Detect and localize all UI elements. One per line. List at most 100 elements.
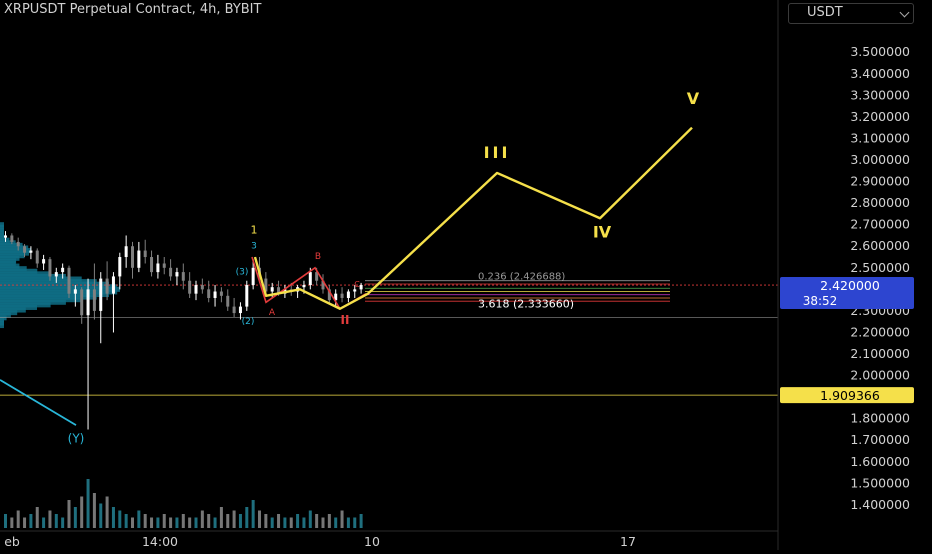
candle-body (226, 295, 230, 307)
price-tick-label: 1.700000 (850, 432, 910, 447)
candle-body (54, 272, 58, 277)
candle-body (4, 235, 7, 238)
time-tick-label: 17 (620, 534, 636, 549)
currency-select-button[interactable]: USDT (788, 3, 914, 24)
volume-bar (213, 517, 217, 528)
candle-body (359, 285, 363, 290)
volume-bar (61, 517, 65, 528)
volume-profile-bar (0, 315, 7, 321)
volume-bar (289, 517, 293, 528)
volume-bar (327, 514, 331, 528)
symbol-title: XRPUSDT Perpetual Contract, 4h, BYBIT (4, 2, 262, 17)
projection-path (253, 126, 693, 310)
price-tick-label: 3.300000 (850, 87, 910, 102)
volume-profile-bar (0, 271, 51, 277)
volume-profile-bar (0, 304, 37, 310)
candle-body (245, 285, 249, 307)
candle-body (270, 287, 274, 292)
volume-bar (270, 517, 274, 528)
volume-bar (245, 507, 249, 528)
price-tick-label: 2.500000 (850, 260, 910, 275)
time-tick-label: 14:00 (142, 534, 178, 549)
volume-profile-bar (0, 237, 10, 243)
wave-label-v: V (687, 89, 700, 108)
candle-body (169, 267, 173, 277)
volume-profile-bar (0, 260, 16, 266)
volume-bar (315, 514, 319, 528)
fib-label-0236: 0.236 (2.426688) (478, 272, 565, 283)
candle-body (353, 289, 357, 292)
volume-profile-bar (0, 279, 97, 285)
fib-label-3618: 3.618 (2.333660) (478, 298, 574, 311)
volume-bar (105, 496, 109, 528)
price-tick-label: 2.800000 (850, 195, 910, 210)
volume-profile-bar (0, 240, 16, 246)
wave-label-b: B (315, 252, 321, 262)
volume-bar (296, 514, 300, 528)
candle-body (181, 272, 185, 281)
volume-bar (23, 517, 27, 528)
volume-profile-bar (0, 292, 109, 298)
volume-bar (264, 514, 268, 528)
candle-body (124, 246, 128, 258)
bar-countdown: 38:52 (803, 294, 838, 308)
candle-body (29, 250, 33, 253)
candle-body (264, 278, 268, 292)
volume-profile-bar (0, 245, 29, 251)
last-price-badge (780, 277, 914, 310)
chevron-down-icon (899, 7, 910, 18)
volume-profile-bar (0, 284, 118, 290)
volume-bar (16, 510, 20, 528)
price-tick-label: 2.600000 (850, 238, 910, 253)
volume-bar (200, 510, 204, 528)
volume-bar (308, 510, 312, 528)
volume-profile-bar (0, 307, 26, 313)
candle-body (73, 289, 77, 294)
wave-y-line (0, 379, 77, 426)
volume-bar (359, 514, 363, 528)
volume-profile-bar (0, 253, 25, 259)
currency-label: USDT (807, 5, 843, 20)
volume-bar (150, 517, 154, 528)
volume-bar (226, 514, 230, 528)
volume-profile-bar (0, 224, 4, 230)
candle-body (219, 291, 223, 296)
price-tick-label: 1.400000 (850, 497, 910, 512)
volume-bar (143, 514, 147, 528)
volume-bar (302, 517, 306, 528)
volume-profile-bar (0, 266, 27, 272)
volume-bar (258, 510, 261, 528)
candle-body (188, 280, 192, 294)
candle-body (200, 285, 204, 290)
volume-bar (131, 517, 134, 528)
candle-body (150, 257, 154, 273)
candle-body (99, 278, 103, 311)
volume-profile-bar (0, 258, 17, 264)
volume-bar (10, 517, 14, 528)
volume-bar (54, 514, 58, 528)
volume-bar (86, 479, 90, 528)
volume-bar (175, 517, 179, 528)
volume-bar (353, 517, 357, 528)
candle-body (238, 306, 242, 314)
volume-bar (188, 517, 192, 528)
volume-bar (219, 507, 223, 528)
volume-bar (29, 514, 33, 528)
candle-body (16, 241, 20, 247)
volume-bar (99, 503, 103, 528)
volume-bar (80, 496, 84, 528)
candle-body (175, 272, 179, 277)
candle-body (42, 259, 46, 264)
price-tick-label: 3.000000 (850, 152, 910, 167)
candle-body (10, 235, 14, 242)
price-tick-label: 2.000000 (850, 368, 910, 383)
candle-body (48, 259, 52, 277)
volume-bar (73, 507, 77, 528)
volume-profile-bar (0, 299, 66, 305)
candle-body (80, 289, 84, 316)
candle-body (213, 291, 217, 298)
candle-body (118, 257, 122, 277)
candle-body (346, 291, 350, 298)
